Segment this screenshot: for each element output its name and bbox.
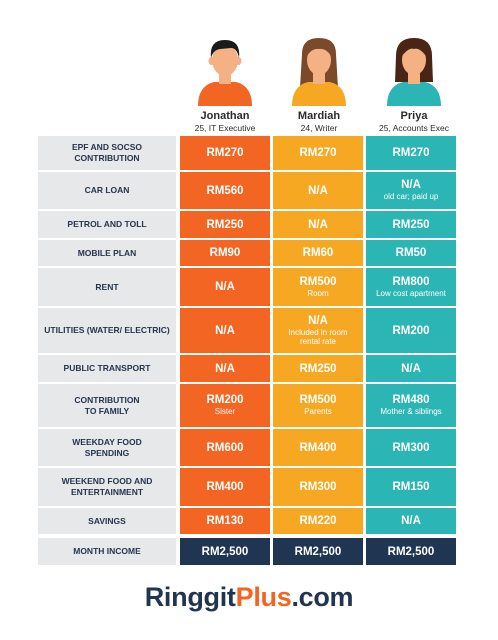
row-label: PETROL AND TOLL [38, 211, 176, 238]
jonathan-value: RM560 [180, 172, 270, 209]
priya-value: RM480 Mother & siblings [366, 384, 456, 427]
table-row: MOBILE PLAN RM90 RM60 RM50 [38, 240, 464, 266]
jonathan-value: RM270 [180, 136, 270, 170]
jonathan-value: N/A [180, 268, 270, 306]
row-label: CAR LOAN [38, 172, 176, 209]
priya-note: Low cost apartment [376, 288, 446, 298]
jonathan-value: RM250 [180, 211, 270, 238]
table-row: UTILITIES (WATER/ ELECTRIC) N/A N/A Inclu… [38, 308, 464, 353]
mardiah-value: RM270 [273, 136, 363, 170]
jonathan-value: RM400 [180, 468, 270, 506]
table-row: CAR LOAN RM560 N/A N/A old car; paid up [38, 172, 464, 209]
priya-value: RM300 [366, 429, 456, 466]
table-row: PUBLIC TRANSPORT N/A RM250 N/A [38, 355, 464, 382]
row-label: WEEKDAY FOOD SPENDING [38, 429, 176, 466]
woman-avatar-icon [292, 38, 346, 106]
priya-value: N/A [366, 355, 456, 382]
row-label: CONTRIBUTION TO FAMILY [38, 384, 176, 427]
table-row: EPF AND SOCSO CONTRIBUTION RM270 RM270 R… [38, 136, 464, 170]
mardiah-note: Parents [304, 407, 332, 417]
table-row: SAVINGS RM130 RM220 N/A [38, 508, 464, 534]
mardiah-value: N/A Included in room rental rate [273, 308, 363, 353]
mardiah-value: N/A [273, 172, 363, 209]
mardiah-value: RM300 [273, 468, 363, 506]
row-label: UTILITIES (WATER/ ELECTRIC) [38, 308, 176, 353]
person-name-mardiah: Mardiah [297, 110, 341, 122]
jonathan-income: RM2,500 [180, 538, 270, 565]
priya-value: RM150 [366, 468, 456, 506]
priya-value: RM800 Low cost apartment [366, 268, 456, 306]
table-row: WEEKDAY FOOD SPENDING RM600 RM400 RM300 [38, 429, 464, 466]
priya-value: N/A old car; paid up [366, 172, 456, 209]
jonathan-value: RM600 [180, 429, 270, 466]
jonathan-note: Sister [214, 407, 236, 417]
person-details-priya: 25, Accounts Exec [379, 123, 449, 133]
person-name-priya: Priya [400, 110, 428, 122]
mardiah-value: RM250 [273, 355, 363, 382]
row-label: MOBILE PLAN [38, 240, 176, 266]
mardiah-value: RM500 Parents [273, 384, 363, 427]
priya-value: RM50 [366, 240, 456, 266]
expense-table: EPF AND SOCSO CONTRIBUTION RM270 RM270 R… [38, 136, 464, 567]
mardiah-note: Room [307, 288, 329, 298]
table-row: RENT N/A RM500 Room RM800 Low cost apartme… [38, 268, 464, 306]
table-row: PETROL AND TOLL RM250 N/A RM250 [38, 211, 464, 238]
jonathan-value: RM200 Sister [180, 384, 270, 427]
jonathan-value: N/A [180, 355, 270, 382]
priya-value: RM250 [366, 211, 456, 238]
mardiah-value: RM220 [273, 508, 363, 534]
jonathan-value: RM90 [180, 240, 270, 266]
income-label: MONTH INCOME [38, 538, 176, 565]
priya-note: Mother & siblings [380, 407, 442, 417]
row-label: WEEKEND FOOD AND ENTERTAINMENT [38, 468, 176, 506]
priya-income: RM2,500 [366, 538, 456, 565]
mardiah-value: N/A [273, 211, 363, 238]
row-label: PUBLIC TRANSPORT [38, 355, 176, 382]
mardiah-income: RM2,500 [273, 538, 363, 565]
man-avatar-icon [198, 40, 252, 106]
priya-value: N/A [366, 508, 456, 534]
row-label: RENT [38, 268, 176, 306]
person-name-jonathan: Jonathan [200, 110, 250, 122]
person-details-jonathan: 25, IT Executive [194, 123, 256, 133]
jonathan-value: RM130 [180, 508, 270, 534]
ringgitplus-logo: RinggitPlus.com [144, 582, 354, 612]
priya-value: RM200 [366, 308, 456, 353]
mardiah-value: RM500 Room [273, 268, 363, 306]
table-row: CONTRIBUTION TO FAMILY RM200 Sister RM500… [38, 384, 464, 427]
priya-value: RM270 [366, 136, 456, 170]
row-label: EPF AND SOCSO CONTRIBUTION [38, 136, 176, 170]
mardiah-value: RM60 [273, 240, 363, 266]
jonathan-value: N/A [180, 308, 270, 353]
priya-note: old car; paid up [383, 192, 439, 202]
person-details-mardiah: 24, Writer [300, 123, 338, 133]
income-row: MONTH INCOME RM2,500 RM2,500 RM2,500 [38, 538, 464, 565]
woman-avatar-icon [387, 38, 441, 106]
mardiah-note: Included in room rental rate [288, 327, 348, 347]
row-label: SAVINGS [38, 508, 176, 534]
mardiah-value: RM400 [273, 429, 363, 466]
table-row: WEEKEND FOOD AND ENTERTAINMENT RM400 RM3… [38, 468, 464, 506]
